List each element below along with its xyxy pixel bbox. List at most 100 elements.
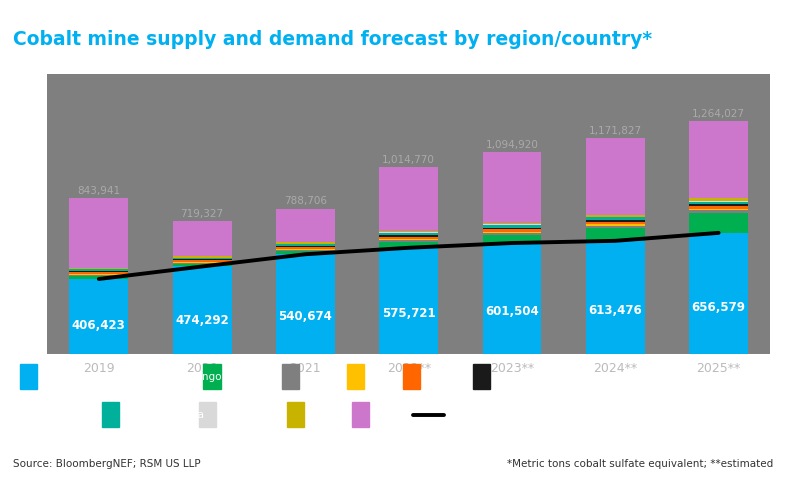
Bar <box>69 269 128 271</box>
Bar <box>380 241 438 242</box>
Bar <box>483 225 542 228</box>
Bar <box>69 268 128 269</box>
Bar <box>586 214 645 217</box>
Bar <box>586 217 645 220</box>
Bar <box>689 201 748 204</box>
Text: 719,327: 719,327 <box>181 209 224 219</box>
Bar <box>69 276 128 279</box>
Text: 1,171,827: 1,171,827 <box>589 126 642 136</box>
Text: 1,264,027: 1,264,027 <box>692 108 745 119</box>
Text: Canada: Canada <box>306 372 345 382</box>
Bar <box>173 266 232 354</box>
Bar <box>276 243 335 244</box>
Bar <box>380 242 438 248</box>
Bar <box>483 243 542 354</box>
Bar <box>173 260 232 262</box>
Text: 406,423: 406,423 <box>72 319 126 332</box>
Bar <box>276 244 335 246</box>
Bar <box>586 138 645 214</box>
Bar <box>69 274 128 275</box>
Text: Russia: Russia <box>310 409 344 420</box>
Text: 1,094,920: 1,094,920 <box>486 140 538 150</box>
Bar <box>689 200 748 201</box>
Bar <box>689 121 748 198</box>
Text: 540,674: 540,674 <box>278 309 332 323</box>
Text: 843,941: 843,941 <box>77 186 120 196</box>
Bar <box>380 233 438 236</box>
Text: Finland: Finland <box>427 372 464 382</box>
Bar <box>483 235 542 243</box>
Text: 575,721: 575,721 <box>382 307 435 320</box>
Bar <box>204 364 221 389</box>
Bar <box>276 249 335 251</box>
Bar <box>69 279 128 354</box>
Bar <box>403 364 421 389</box>
Bar <box>483 229 542 232</box>
Text: Cobalt mine supply and demand forecast by region/country*: Cobalt mine supply and demand forecast b… <box>13 30 652 49</box>
Text: 656,579: 656,579 <box>692 301 746 314</box>
Bar <box>483 233 542 235</box>
Bar <box>69 272 128 274</box>
Text: 1,014,770: 1,014,770 <box>382 154 435 165</box>
Bar <box>689 206 748 209</box>
Bar <box>276 254 335 354</box>
Bar <box>689 209 748 210</box>
Bar <box>20 364 37 389</box>
Bar <box>347 364 365 389</box>
Text: 788,706: 788,706 <box>284 197 327 206</box>
Bar <box>380 237 438 239</box>
Bar <box>483 232 542 233</box>
Bar <box>689 233 748 354</box>
Bar <box>689 210 748 212</box>
Bar <box>689 212 748 233</box>
Bar <box>380 231 438 233</box>
Bar <box>173 258 232 259</box>
Text: Source: BloombergNEF; RSM US LLP: Source: BloombergNEF; RSM US LLP <box>13 459 200 469</box>
Bar <box>380 248 438 354</box>
Text: Madagascar: Madagascar <box>496 372 560 382</box>
Text: Other: Other <box>376 409 406 420</box>
Text: Democratic Republic of the Congo: Democratic Republic of the Congo <box>43 372 222 382</box>
Bar <box>380 236 438 237</box>
Bar <box>199 402 216 427</box>
Bar <box>276 246 335 247</box>
Bar <box>173 263 232 264</box>
Bar <box>586 228 645 241</box>
Bar <box>380 239 438 241</box>
Bar <box>586 226 645 228</box>
Text: New Caledonia: New Caledonia <box>126 409 204 420</box>
Bar <box>483 152 542 223</box>
Text: 601,504: 601,504 <box>485 305 539 318</box>
Bar <box>282 364 299 389</box>
Bar <box>276 248 335 249</box>
Bar <box>173 259 232 260</box>
Bar <box>173 256 232 257</box>
Bar <box>380 167 438 231</box>
Text: Australia: Australia <box>227 372 274 382</box>
Bar <box>69 275 128 276</box>
Text: 474,292: 474,292 <box>175 314 229 327</box>
Bar <box>586 224 645 226</box>
Bar <box>352 402 369 427</box>
Bar <box>287 402 304 427</box>
Bar <box>689 204 748 206</box>
Bar <box>69 198 128 268</box>
Bar <box>69 271 128 272</box>
Bar <box>276 247 335 248</box>
Bar <box>276 208 335 243</box>
Text: Cuba: Cuba <box>371 372 398 382</box>
Bar <box>173 262 232 263</box>
Bar <box>586 222 645 224</box>
Bar <box>276 251 335 254</box>
Bar <box>472 364 490 389</box>
Bar <box>586 220 645 222</box>
Bar <box>483 223 542 225</box>
Bar <box>173 221 232 256</box>
Bar <box>689 198 748 200</box>
Bar <box>586 241 645 354</box>
Bar <box>173 264 232 266</box>
Text: Demand forecast: Demand forecast <box>450 409 540 420</box>
Bar <box>483 228 542 229</box>
Bar <box>102 402 119 427</box>
Text: 613,476: 613,476 <box>589 304 642 317</box>
